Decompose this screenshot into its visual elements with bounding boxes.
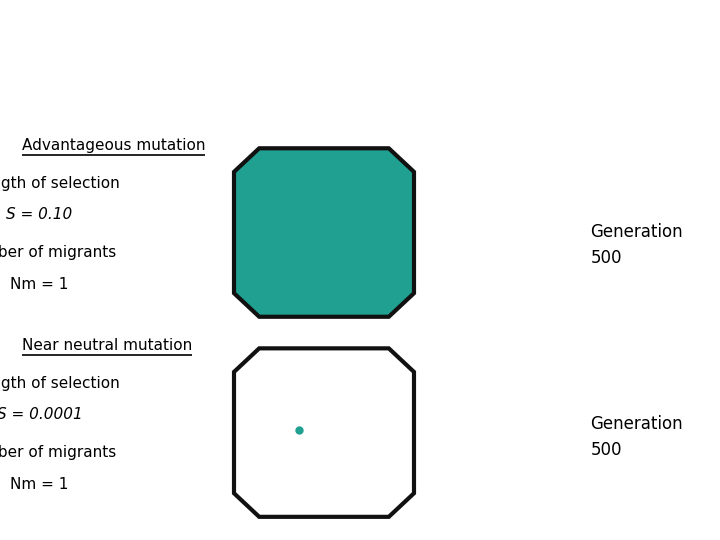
Text: S = 0.10: S = 0.10 bbox=[6, 207, 73, 222]
Text: range of a widespread species: range of a widespread species bbox=[225, 79, 595, 99]
Text: Generation
500: Generation 500 bbox=[590, 223, 683, 267]
Text: Nm = 1: Nm = 1 bbox=[10, 276, 69, 292]
Text: Near neutral mutation: Near neutral mutation bbox=[22, 338, 192, 353]
Text: Generation
500: Generation 500 bbox=[590, 415, 683, 459]
Polygon shape bbox=[234, 148, 414, 317]
Polygon shape bbox=[234, 348, 414, 517]
Text: Advantageous mutation: Advantageous mutation bbox=[22, 138, 205, 153]
Text: Nm = 1: Nm = 1 bbox=[10, 477, 69, 492]
Text: Strength of selection: Strength of selection bbox=[0, 176, 120, 191]
Text: Number of migrants: Number of migrants bbox=[0, 445, 117, 460]
Text: Number of migrants: Number of migrants bbox=[0, 245, 117, 260]
Text: Strength of selection: Strength of selection bbox=[0, 376, 120, 391]
Text: S = 0.0001: S = 0.0001 bbox=[0, 407, 83, 422]
Text: Spread of mutant alleles across the: Spread of mutant alleles across the bbox=[194, 31, 626, 52]
